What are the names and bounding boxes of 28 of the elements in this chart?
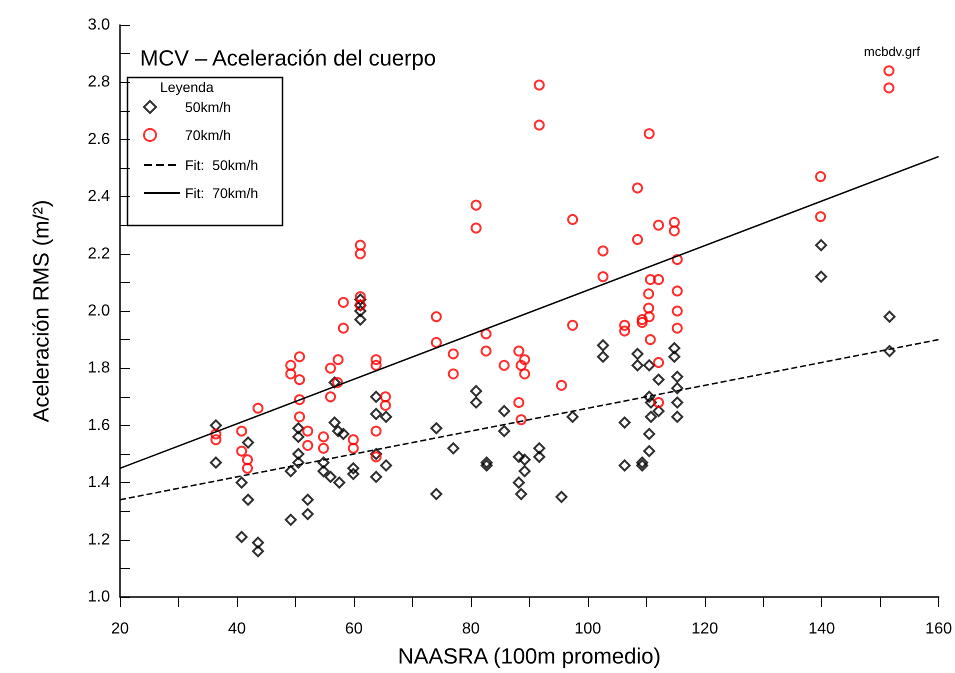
y-tick-label: 2.0 xyxy=(88,302,110,320)
y-tick-label: 1.6 xyxy=(88,416,110,434)
y-tick-label: 2.6 xyxy=(88,130,110,148)
x-tick-label: 60 xyxy=(345,620,363,638)
y-tick-label: 2.8 xyxy=(88,74,110,91)
x-tick-label: 140 xyxy=(808,620,836,638)
x-tick-label: 20 xyxy=(111,620,129,638)
x-axis-title: NAASRA (100m promedio) xyxy=(398,644,661,668)
y-tick-label: 3.0 xyxy=(88,16,110,34)
y-tick-label: 1.0 xyxy=(88,588,110,606)
annotation: mcbdv.grf xyxy=(864,44,920,59)
text: MCV – Aceleración del cuerpo xyxy=(140,46,436,70)
y-axis-title: Aceleración RMS (m/²) xyxy=(28,200,54,422)
legend-label: Fit: 70km/h xyxy=(185,185,258,201)
legend-label: Fit: 50km/h xyxy=(185,157,258,173)
legend-label: 70km/h xyxy=(185,127,231,143)
legend-label: 50km/h xyxy=(185,99,231,115)
x-tick-label: 80 xyxy=(462,620,480,638)
y-tick-label: 1.4 xyxy=(88,474,110,492)
x-tick-label: 160 xyxy=(925,620,952,638)
x-tick-label: 120 xyxy=(691,620,718,638)
y-tick-label: 1.2 xyxy=(88,531,110,548)
y-tick-label: 2.4 xyxy=(88,188,110,206)
y-tick-label: 1.8 xyxy=(88,360,110,377)
x-tick-label: 100 xyxy=(574,620,602,638)
x-tick-label: 40 xyxy=(228,620,246,638)
legend-title: Leyenda xyxy=(160,79,214,95)
y-tick-label: 2.2 xyxy=(88,245,110,262)
